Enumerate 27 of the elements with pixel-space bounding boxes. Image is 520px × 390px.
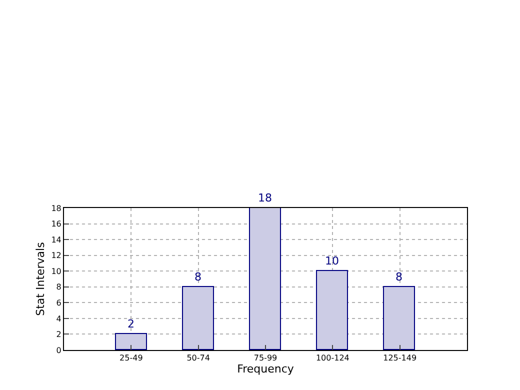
bar xyxy=(182,286,214,350)
y-tick-label: 6 xyxy=(56,298,62,308)
y-tick-label: 14 xyxy=(51,235,62,244)
y-tick-label: 12 xyxy=(51,251,62,260)
x-tick-label: 125-149 xyxy=(383,354,417,363)
y-tick-label: 2 xyxy=(56,330,62,340)
y-tick-label: 4 xyxy=(56,314,62,324)
data-label: 8 xyxy=(396,270,402,284)
data-label: 8 xyxy=(194,270,202,284)
y-tick-label: 10 xyxy=(51,266,62,276)
y-tick-label: 0 xyxy=(56,346,62,355)
x-tick-label: 25-49 xyxy=(120,354,143,363)
data-label: 18 xyxy=(258,192,272,204)
x-tick-label: 100-124 xyxy=(316,354,350,363)
y-tick-label: 18 xyxy=(51,204,62,213)
bar xyxy=(316,270,348,350)
data-label: 10 xyxy=(325,254,339,268)
x-tick-label: 75-99 xyxy=(254,354,278,363)
x-axis-title: Frequency xyxy=(237,362,294,376)
bar xyxy=(383,286,415,350)
y-axis-title: Stat Intervals xyxy=(34,242,47,316)
y-tick-label: 8 xyxy=(56,282,62,292)
bar xyxy=(249,208,281,350)
y-tick-label: 16 xyxy=(51,220,62,229)
data-label: 2 xyxy=(128,318,134,330)
x-tick-label: 50-74 xyxy=(186,354,210,363)
bar xyxy=(115,333,147,350)
